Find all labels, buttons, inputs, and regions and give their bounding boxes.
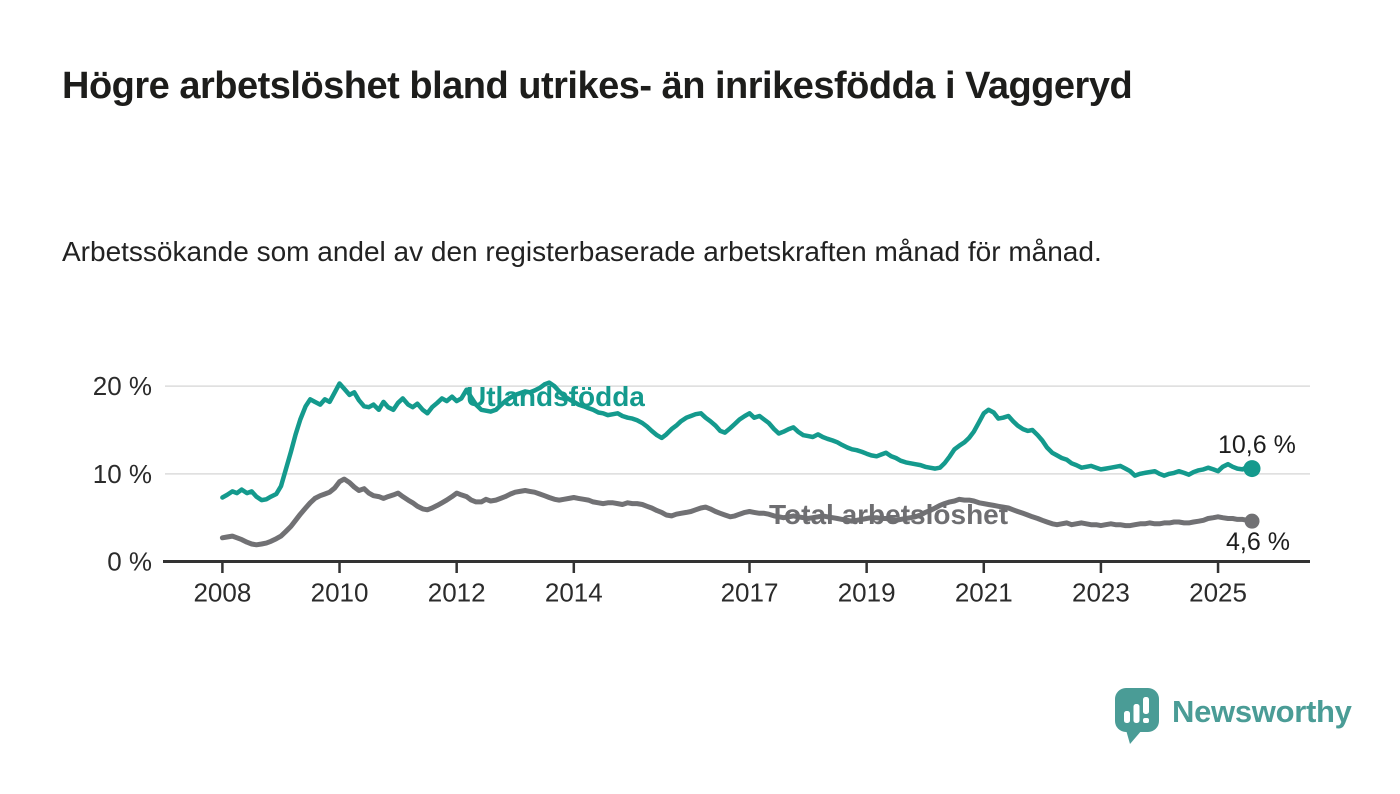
chart-subtitle: Arbetssökande som andel av den registerb…: [62, 236, 1102, 267]
y-tick-label-20: 20 %: [93, 371, 152, 401]
x-tick-label-2014: 2014: [545, 578, 603, 608]
series-endpoint-dot-utlandsfodda: [1243, 460, 1261, 478]
x-tick-label-2021: 2021: [955, 578, 1013, 608]
series-endpoint-dot-total-arbetsloshet: [1244, 513, 1260, 529]
x-tick-label-2025: 2025: [1189, 578, 1247, 608]
newsworthy-bubble-chart-icon: [1115, 688, 1159, 744]
newsworthy-logo: Newsworthy: [1114, 687, 1352, 745]
x-tick-label-2017: 2017: [721, 578, 779, 608]
x-tick-label-2012: 2012: [428, 578, 486, 608]
end-value-utlandsfodda: 10,6 %: [1218, 431, 1296, 459]
y-tick-label-10: 10 %: [93, 459, 152, 489]
x-tick-label-2008: 2008: [193, 578, 251, 608]
series-label-utlandsfodda: Utlandsfödda: [466, 381, 645, 412]
series-line-utlandsfodda: [220, 380, 1255, 503]
x-tick-label-2023: 2023: [1072, 578, 1130, 608]
y-tick-label-0: 0 %: [107, 547, 152, 577]
page-title: Högre arbetslöshet bland utrikes- än inr…: [62, 65, 1133, 107]
newsworthy-wordmark: Newsworthy: [1172, 694, 1352, 729]
x-tick-label-2019: 2019: [838, 578, 896, 608]
x-tick-label-2010: 2010: [311, 578, 369, 608]
series-line-total-arbetsloshet: [219, 476, 1255, 548]
end-value-total-arbetsloshet: 4,6 %: [1226, 528, 1290, 556]
series-label-total-arbetsloshet: Total arbetslöshet: [769, 499, 1009, 530]
